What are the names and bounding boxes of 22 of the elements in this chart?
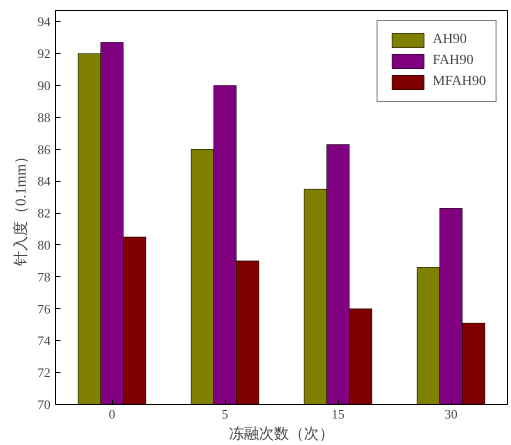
x-tick-label: 30 [444,406,458,422]
x-tick-label: 5 [222,406,228,422]
y-tick-label: 76 [38,301,51,316]
legend-label: MFAH90 [432,74,486,90]
legend-label: AH90 [432,32,467,48]
y-tick-label: 74 [38,333,51,348]
y-tick-label: 82 [38,206,50,221]
y-tick-label: 70 [38,397,50,412]
y-axis-title: 针入度（0.1mm） [12,148,30,268]
y-tick-label: 80 [38,237,50,252]
y-tick-label: 88 [38,110,50,125]
y-tick-label: 86 [38,142,51,157]
y-tick-label: 84 [38,174,51,189]
legend-label: FAH90 [432,53,474,69]
x-tick-label: 15 [332,406,344,422]
y-tick-label: 92 [38,46,50,62]
y-tick-label: 78 [38,269,50,284]
x-tick-label: 0 [108,406,116,422]
y-tick-label: 72 [38,365,50,380]
y-tick-label: 90 [38,78,50,93]
x-axis-title: 冻融次数（次） [229,426,334,442]
y-tick-label: 94 [38,14,51,30]
